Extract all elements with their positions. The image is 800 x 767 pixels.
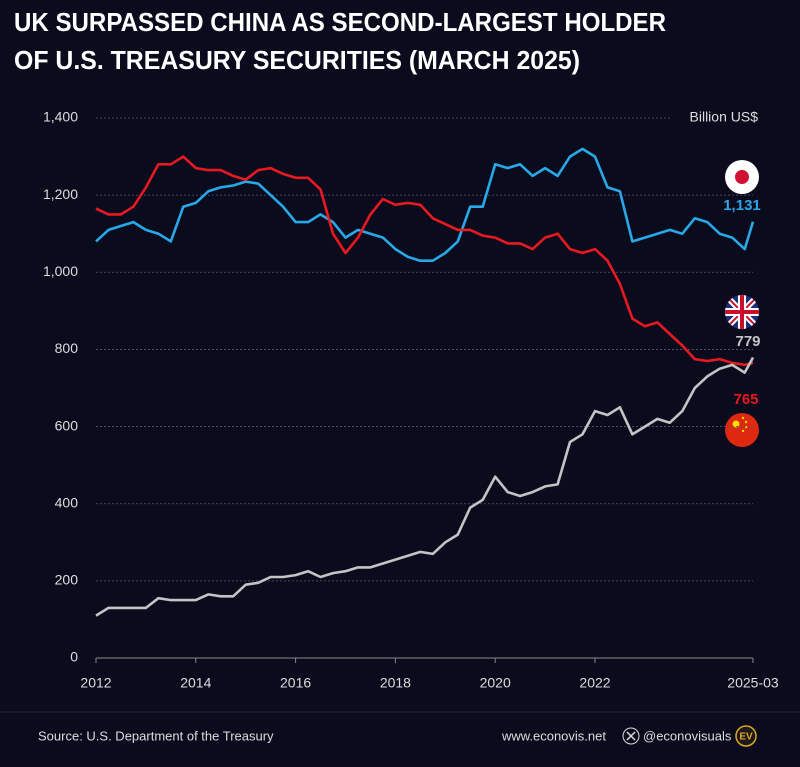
y-tick-label: 600 [55,417,79,433]
chart-title: OF U.S. TREASURY SECURITIES (MARCH 2025) [14,45,580,75]
x-icon [622,727,640,745]
x-icon-glyph [626,731,636,741]
y-tick-label: 800 [55,340,79,356]
y-tick-label: 400 [55,494,79,510]
handle: @econovisuals [643,728,732,743]
y-tick-label: 200 [55,572,79,588]
x-tick-label: 2018 [380,675,411,691]
line-series [95,356,755,617]
y-tick-label: 0 [70,649,78,665]
end-value-label: 765 [733,391,758,408]
logo-badge [735,725,757,747]
x-tick-label: 2016 [280,675,311,691]
y-tick-label: 1,000 [43,263,78,279]
x-tick-label: 2022 [579,675,610,691]
unit-label: Billion US$ [690,109,759,125]
end-value-label: 779 [735,333,760,350]
end-value-label: 1,131 [723,197,761,214]
website: www.econovis.net [501,728,606,743]
uk-flag [725,295,759,329]
line-series [95,147,755,263]
source: Source: U.S. Department of the Treasury [38,728,274,743]
chart-title: UK SURPASSED CHINA AS SECOND-LARGEST HOL… [14,7,666,37]
logo: EV [739,732,753,743]
x-tick-label: 2020 [480,675,511,691]
china-flag [725,413,759,447]
x-tick-label: 2012 [80,675,111,691]
x-tick-label: 2014 [180,675,211,691]
y-tick-label: 1,400 [43,109,78,125]
line-series [95,155,754,367]
japan-flag [725,160,759,194]
x-tick-label: 2025-03 [727,675,779,691]
y-tick-label: 1,200 [43,186,78,202]
